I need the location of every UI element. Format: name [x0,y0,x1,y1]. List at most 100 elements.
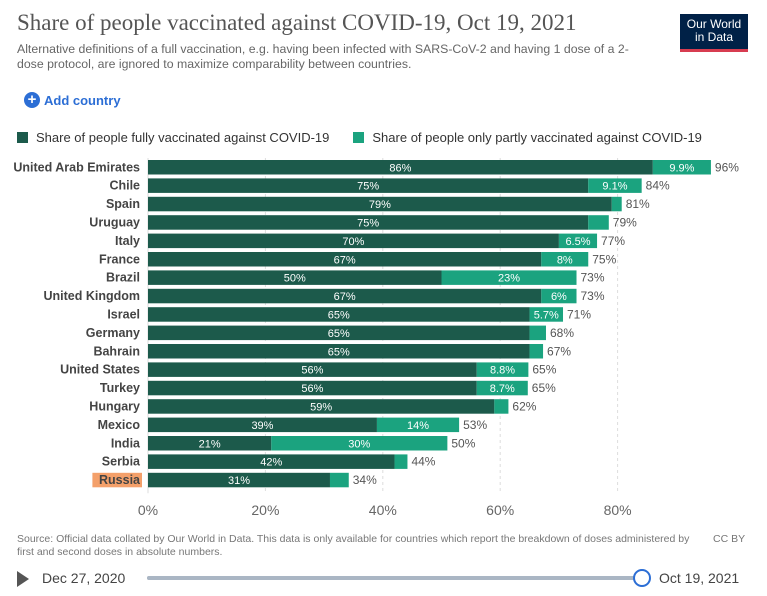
bar-label-fully: 67% [334,291,356,303]
category-label: Italy [115,234,140,248]
license-link[interactable]: CC BY [713,533,746,545]
total-label: 67% [547,344,571,358]
bar-fully [148,325,530,341]
logo-line2: in Data [694,30,734,44]
category-label: Uruguay [89,215,140,229]
timeline-track[interactable] [147,576,642,580]
total-label: 53% [463,418,487,432]
legend-swatch-partly [353,132,365,143]
bar-label-partly: 8.7% [490,383,515,395]
category-label: Mexico [98,418,141,432]
total-label: 96% [715,160,739,174]
total-label: 62% [512,399,536,413]
category-label: Chile [109,179,140,193]
timeline: Dec 27, 2020 Oct 19, 2021 [17,566,757,590]
add-country-button[interactable]: + Add country [24,92,121,108]
bar-fully [148,380,477,396]
stacked-bar-chart: 0% 20% 40% 60% 80% United Arab Emirates 86% 9.9… [13,158,739,518]
legend-item-partly[interactable]: Share of people only partly vaccinated a… [353,130,702,145]
play-icon[interactable] [17,571,29,587]
bar-label-fully: 50% [284,273,306,285]
total-label: 75% [592,252,616,266]
category-label: Hungary [89,399,140,413]
legend-item-fully[interactable]: Share of people fully vaccinated against… [17,130,329,145]
owid-logo[interactable]: Our World in Data [680,14,748,52]
x-tick-label: 20% [251,502,279,518]
bar-fully [148,454,395,469]
bar-label-fully: 59% [310,401,332,413]
category-label: Spain [106,197,140,211]
total-label: 73% [581,271,605,285]
bar-partly [529,344,544,359]
total-label: 50% [451,436,475,450]
category-label: United States [60,363,140,377]
bar-label-partly: 14% [407,420,429,432]
bar-label-partly: 5.7% [534,309,559,321]
total-label: 79% [613,215,637,229]
bar-fully [148,215,589,230]
category-label: Israel [107,307,140,321]
bar-fully [148,233,559,249]
bar-fully [148,344,530,359]
category-label: Turkey [100,381,140,395]
bar-partly [558,233,598,249]
logo-line1: Our World [686,17,742,31]
bar-label-fully: 31% [228,475,250,487]
bar-label-partly: 8% [557,254,573,266]
bar-fully [148,252,542,267]
bar-fully [148,362,477,377]
bar-label-fully: 65% [328,309,350,321]
bar-fully [148,270,442,285]
bar-label-fully: 70% [342,236,364,248]
bar-label-fully: 56% [301,383,323,395]
bar-fully [148,196,612,212]
bar-label-partly: 9.9% [669,162,694,174]
total-label: 81% [626,197,650,211]
bar-label-fully: 56% [301,365,323,377]
bar-partly [588,178,642,193]
bar-partly [541,252,589,267]
bar-label-partly: 6% [551,291,567,303]
total-label: 71% [567,307,591,321]
bar-label-fully: 75% [357,181,379,193]
bar-partly [329,472,349,488]
bar-fully [148,417,377,433]
bar-partly [476,380,528,396]
x-tick-label: 0% [138,502,158,518]
bar-label-partly: 30% [348,438,370,450]
total-label: 68% [550,326,574,340]
category-label: France [99,252,140,266]
timeline-end-label: Oct 19, 2021 [659,570,740,586]
bar-partly [588,215,609,230]
bar-label-fully: 67% [334,254,356,266]
bar-label-fully: 79% [369,199,391,211]
bar-partly [441,270,577,285]
total-label: 65% [532,381,556,395]
bar-fully [148,436,272,451]
x-tick-label: 40% [369,502,397,518]
x-tick-label: 80% [604,502,632,518]
timeline-handle[interactable] [633,569,651,587]
bar-label-fully: 21% [199,438,221,450]
total-label: 73% [581,289,605,303]
bar-fully [148,178,589,193]
bar-label-partly: 6.5% [565,236,590,248]
bar-label-partly: 8.8% [490,365,515,377]
total-label: 34% [353,473,377,487]
category-label: United Kingdom [43,289,140,303]
bar-fully [148,288,542,304]
bar-partly [652,160,711,175]
bar-fully [148,307,530,322]
plus-circle-icon: + [24,92,40,108]
bar-fully [148,399,495,414]
bar-partly [376,417,460,433]
total-label: 84% [646,179,670,193]
category-label: United Arab Emirates [13,160,140,174]
timeline-start-label: Dec 27, 2020 [42,570,126,586]
legend-label-partly: Share of people only partly vaccinated a… [372,130,702,145]
bar-label-partly: 9.1% [602,181,627,193]
highlight-box [92,472,142,488]
bar-partly [476,362,529,377]
bar-label-fully: 42% [260,457,282,469]
bar-partly [494,399,509,414]
